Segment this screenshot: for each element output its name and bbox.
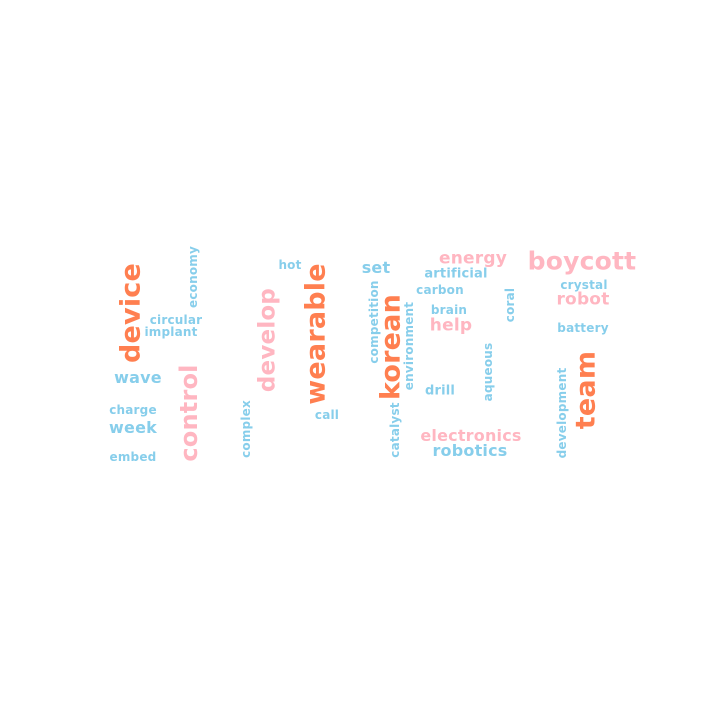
word-artificial: artificial [424,266,488,282]
word-device: device [115,262,147,364]
word-team: team [570,350,602,430]
word-implant: implant [144,325,198,339]
word-robotics: robotics [432,441,508,460]
word-help: help [429,315,473,336]
word-call: call [314,408,340,422]
word-robot: robot [556,289,610,310]
word-development: development [555,367,569,459]
word-crystal: crystal [560,278,608,292]
word-economy: economy [186,245,200,309]
word-charge: charge [109,403,157,417]
word-wearable: wearable [300,263,332,405]
word-carbon: carbon [416,283,464,297]
word-energy: energy [439,248,507,269]
word-develop: develop [254,287,281,393]
word-korean: korean [375,293,407,401]
word-control: control [175,364,203,462]
word-environment: environment [402,301,416,391]
word-boycott: boycott [527,246,637,276]
word-circular: circular [149,313,203,327]
word-catalyst: catalyst [388,402,402,458]
word-aqueous: aqueous [481,342,495,402]
word-brain: brain [430,303,468,317]
word-week: week [109,418,157,437]
word-electronics: electronics [420,426,522,445]
word-complex: complex [239,400,253,458]
word-set: set [361,258,391,277]
word-battery: battery [557,321,609,335]
word-hot: hot [278,258,302,272]
word-coral: coral [503,287,517,323]
word-drill: drill [424,383,456,399]
word-wave: wave [114,368,162,387]
word-embed: embed [109,450,157,464]
